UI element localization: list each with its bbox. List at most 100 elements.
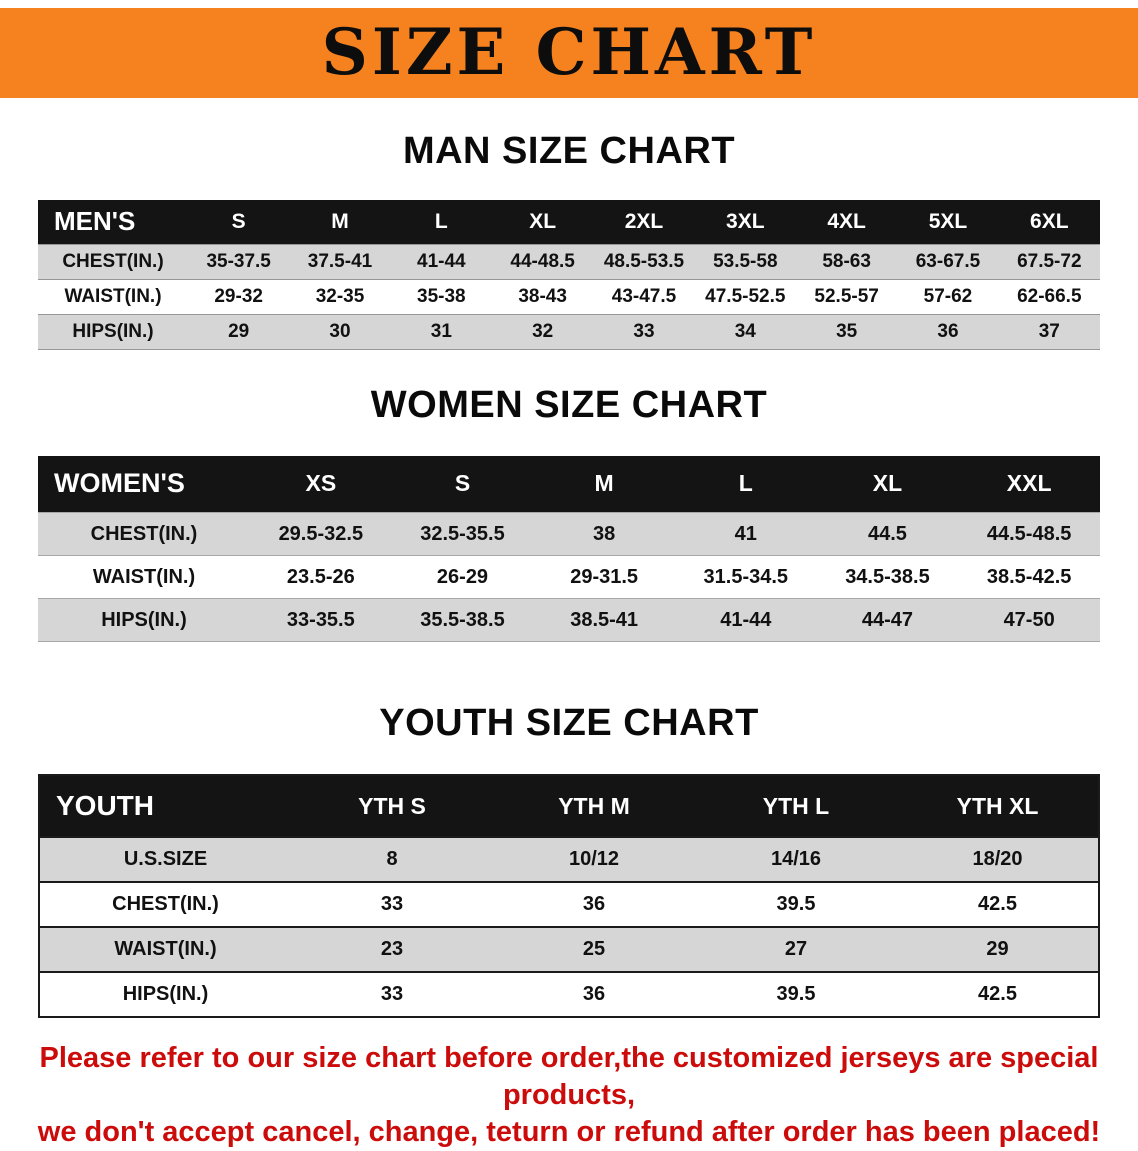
row-label-cell: WAIST(IN.) bbox=[64, 285, 162, 307]
value-cell: 39.5 bbox=[776, 893, 816, 915]
size-header-cell: 5XL bbox=[897, 200, 999, 244]
value-cell: 37.5-41 bbox=[307, 250, 373, 272]
value-cell: 41-44 bbox=[417, 250, 466, 272]
value-cell: 62-66.5 bbox=[1017, 285, 1082, 307]
value-cell: 48.5-53.5 bbox=[603, 250, 685, 272]
value-cell: 42.5 bbox=[978, 893, 1017, 915]
row-label-cell: CHEST(IN.) bbox=[112, 893, 219, 915]
value-cell: 44-48.5 bbox=[510, 250, 575, 272]
table-title-cell: MEN'S bbox=[38, 200, 188, 244]
table-row: CHEST(IN.) 29.5-32.5 32.5-35.5 38 41 44.5 44.5… bbox=[38, 512, 1100, 556]
value-cell: 31 bbox=[430, 320, 452, 342]
value-cell: 41 bbox=[734, 522, 757, 545]
size-header-cell: 6XL bbox=[998, 200, 1100, 244]
value-cell: 36 bbox=[937, 320, 959, 342]
value-cell: 57-62 bbox=[923, 285, 973, 307]
value-cell: 23.5-26 bbox=[286, 565, 355, 588]
value-cell: 35.5-38.5 bbox=[420, 608, 505, 631]
value-cell: 47.5-52.5 bbox=[705, 285, 786, 307]
value-cell: 38 bbox=[593, 522, 616, 545]
row-label-cell: WAIST(IN.) bbox=[114, 938, 217, 960]
value-cell: 26-29 bbox=[436, 565, 489, 588]
men-section-heading: MAN SIZE CHART bbox=[402, 130, 736, 172]
disclaimer-line-2: we don't accept cancel, change, teturn o… bbox=[37, 1116, 1101, 1148]
disclaimer-line-1: Please refer to our size chart before or… bbox=[39, 1042, 1099, 1111]
table-header-row: MEN'S S M L XL 2XL 3XL 4XL 5XL 6XL bbox=[38, 200, 1100, 244]
value-cell: 35 bbox=[836, 320, 858, 342]
value-cell: 63-67.5 bbox=[915, 250, 981, 272]
size-header-cell: YTH M bbox=[493, 775, 695, 837]
value-cell: 34 bbox=[734, 320, 756, 342]
women-size-section: WOMEN SIZE CHART WOMEN'S XS S M L XL XXL CHEST(… bbox=[0, 382, 1138, 643]
size-header-cell: XXL bbox=[958, 455, 1100, 513]
banner-title: SIZE CHART bbox=[321, 15, 817, 90]
table-row: HIPS(IN.) 33 36 39.5 42.5 bbox=[39, 972, 1099, 1017]
table-title-cell: YOUTH bbox=[39, 775, 291, 837]
women-section-heading: WOMEN SIZE CHART bbox=[370, 383, 768, 426]
value-cell: 29-31.5 bbox=[570, 565, 639, 588]
table-header-row: WOMEN'S XS S M L XL XXL bbox=[38, 455, 1100, 513]
value-cell: 33-35.5 bbox=[286, 608, 355, 631]
value-cell: 27 bbox=[784, 938, 808, 960]
size-header-cell: 4XL bbox=[795, 200, 898, 244]
value-cell: 44.5 bbox=[867, 522, 907, 545]
size-header-cell: L bbox=[390, 200, 492, 244]
value-cell: 36 bbox=[582, 893, 606, 915]
youth-section-heading: YOUTH SIZE CHART bbox=[379, 702, 759, 744]
men-size-table: MEN'S S M L XL 2XL 3XL 4XL 5XL 6XL CHEST(IN.) 35-37… bbox=[38, 200, 1100, 350]
row-label-cell: U.S.SIZE bbox=[123, 848, 208, 870]
value-cell: 41-44 bbox=[720, 608, 772, 631]
youth-size-table: YOUTH YTH S YTH M YTH L YTH XL U.S.SIZE 8 10/12… bbox=[38, 774, 1100, 1018]
table-title-cell: WOMEN'S bbox=[38, 455, 250, 513]
table-row: CHEST(IN.) 33 36 39.5 42.5 bbox=[39, 882, 1099, 927]
row-label-cell: HIPS(IN.) bbox=[72, 320, 154, 342]
value-cell: 38.5-42.5 bbox=[986, 565, 1072, 588]
value-cell: 18/20 bbox=[972, 848, 1023, 870]
value-cell: 29-32 bbox=[214, 285, 263, 307]
value-cell: 52.5-57 bbox=[814, 285, 879, 307]
men-size-section: MAN SIZE CHART MEN'S S M L XL 2XL 3XL 4XL 5XL 6XL… bbox=[0, 128, 1138, 350]
value-cell: 25 bbox=[582, 938, 606, 960]
size-header-cell: XL bbox=[816, 455, 959, 513]
table-header-row: YOUTH YTH S YTH M YTH L YTH XL bbox=[39, 775, 1099, 837]
disclaimer: Please refer to our size chart before or… bbox=[0, 1040, 1138, 1151]
value-cell: 32 bbox=[532, 320, 554, 342]
value-cell: 53.5-58 bbox=[713, 250, 778, 272]
value-cell: 34.5-38.5 bbox=[845, 565, 930, 588]
row-label-cell: HIPS(IN.) bbox=[122, 983, 209, 1005]
table-row: WAIST(IN.) 29-32 32-35 35-38 38-43 43-47.5 47.… bbox=[38, 279, 1100, 314]
value-cell: 33 bbox=[633, 320, 655, 342]
row-label-cell: HIPS(IN.) bbox=[101, 608, 187, 631]
value-cell: 47-50 bbox=[1003, 608, 1055, 631]
value-cell: 10/12 bbox=[568, 848, 620, 870]
value-cell: 29 bbox=[986, 938, 1009, 960]
size-header-cell: S bbox=[391, 455, 534, 513]
value-cell: 58-63 bbox=[822, 250, 871, 272]
value-cell: 38-43 bbox=[518, 285, 567, 307]
size-header-cell: S bbox=[188, 200, 290, 244]
table-row: HIPS(IN.) 29 30 31 32 33 34 35 36 37 bbox=[38, 314, 1100, 349]
table-row: U.S.SIZE 8 10/12 14/16 18/20 bbox=[39, 837, 1099, 882]
size-header-cell: YTH L bbox=[695, 775, 897, 837]
row-label-cell: WAIST(IN.) bbox=[92, 565, 196, 588]
value-cell: 33 bbox=[380, 893, 404, 915]
size-header-cell: L bbox=[674, 455, 817, 513]
value-cell: 67.5-72 bbox=[1017, 250, 1082, 272]
table-row: HIPS(IN.) 33-35.5 35.5-38.5 38.5-41 41-44 44-… bbox=[38, 598, 1100, 642]
value-cell: 43-47.5 bbox=[611, 285, 677, 307]
value-cell: 23 bbox=[380, 938, 404, 960]
banner: SIZE CHART bbox=[0, 8, 1138, 98]
row-label-cell: CHEST(IN.) bbox=[90, 522, 198, 545]
value-cell: 42.5 bbox=[978, 983, 1017, 1005]
youth-size-section: YOUTH SIZE CHART YOUTH YTH S YTH M YTH L YTH… bbox=[0, 700, 1138, 1018]
size-header-cell: XL bbox=[491, 200, 594, 244]
value-cell: 35-37.5 bbox=[206, 250, 271, 272]
value-cell: 39.5 bbox=[776, 983, 816, 1005]
size-header-cell: M bbox=[289, 200, 391, 244]
value-cell: 36 bbox=[582, 983, 606, 1005]
size-header-cell: YTH S bbox=[291, 775, 493, 837]
table-row: WAIST(IN.) 23.5-26 26-29 29-31.5 31.5-34.5 34… bbox=[38, 555, 1100, 599]
value-cell: 32.5-35.5 bbox=[420, 522, 505, 545]
row-label-cell: CHEST(IN.) bbox=[62, 250, 164, 272]
value-cell: 37 bbox=[1038, 320, 1060, 342]
